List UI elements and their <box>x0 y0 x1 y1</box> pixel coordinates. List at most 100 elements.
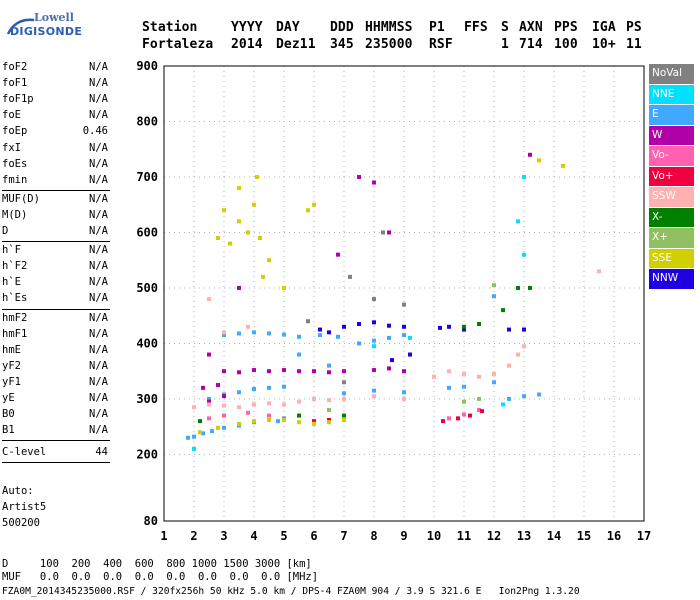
header-labels: Station YYYY DAY DDD HHMMSS P1 FFS S AXN… <box>142 20 642 215</box>
data-point <box>342 413 346 418</box>
data-point <box>327 363 331 368</box>
parameter-row: foEs N/A <box>2 157 110 171</box>
data-point <box>408 335 412 340</box>
parameter-value: N/A <box>89 93 108 106</box>
parameter-value: N/A <box>89 260 108 273</box>
data-point <box>267 369 271 374</box>
parameter-name: foF2 <box>2 61 28 73</box>
data-point <box>387 366 391 371</box>
data-point <box>222 208 226 213</box>
plot-frame <box>163 65 645 522</box>
data-point <box>237 285 241 290</box>
separator-line <box>2 440 110 442</box>
data-point <box>216 236 220 241</box>
data-point <box>447 324 451 329</box>
data-point <box>387 335 391 340</box>
data-point <box>342 396 346 401</box>
parameter-name: B1 <box>2 424 15 437</box>
parameter-row: fmin N/A <box>2 173 110 187</box>
header-value: 345 <box>330 37 354 52</box>
data-point <box>327 420 331 425</box>
parameter-row: hmF1 N/A <box>2 327 110 341</box>
parameter-row: foF1 N/A <box>2 76 110 90</box>
auto-line3: 500200 <box>2 517 40 529</box>
data-point <box>462 327 466 332</box>
data-point <box>327 418 331 423</box>
data-point <box>282 418 286 423</box>
header-value: RSF <box>429 37 453 52</box>
parameter-row: foF2 N/A <box>2 60 110 74</box>
x-tick-label: 17 <box>637 529 651 543</box>
data-point <box>237 421 241 426</box>
x-tick-label: 4 <box>250 529 257 543</box>
separator-line <box>2 462 110 464</box>
x-tick-label: 13 <box>517 529 531 543</box>
header-value: Fortaleza <box>142 37 214 52</box>
x-tick-label: 9 <box>400 529 407 543</box>
parameter-name: foEs <box>2 157 28 170</box>
data-point <box>201 431 205 436</box>
parameter-name: fxI <box>2 141 21 154</box>
data-point <box>522 394 526 399</box>
data-point <box>267 385 271 390</box>
parameter-row: h`F2 N/A <box>2 259 110 273</box>
distance-row: D 100 200 400 600 800 1000 1500 3000 [km… <box>2 558 312 570</box>
data-point <box>456 416 460 421</box>
data-point <box>282 368 286 373</box>
y-tick-label: 600 <box>136 225 158 239</box>
data-point <box>237 390 241 395</box>
parameter-value: N/A <box>89 359 108 372</box>
parameter-value: N/A <box>89 157 108 170</box>
legend-item: E <box>649 105 694 125</box>
data-point <box>447 416 451 421</box>
header-label: DAY <box>276 20 300 35</box>
header-label: HHMMSS <box>365 20 413 35</box>
color-legend: NoVal NNE E W Vo- Vo+ SSW X- X+ SSE NNW <box>649 64 694 290</box>
data-point <box>267 331 271 336</box>
legend-item: NNW <box>649 269 694 289</box>
data-point <box>207 402 211 407</box>
parameter-value: N/A <box>89 424 108 437</box>
legend-item: SSE <box>649 248 694 268</box>
logo-swoosh-icon <box>6 18 35 35</box>
header-label: IGA <box>592 20 616 35</box>
y-tick-label: 300 <box>136 392 158 406</box>
data-point <box>492 283 496 288</box>
header-label: PS <box>626 20 642 35</box>
parameter-row: yF2 N/A <box>2 359 110 373</box>
data-point <box>507 363 511 368</box>
parameter-value: N/A <box>89 173 108 186</box>
legend-item: SSW <box>649 187 694 207</box>
x-tick-label: 7 <box>340 529 347 543</box>
header-label: AXN <box>519 20 543 35</box>
data-point <box>207 396 211 401</box>
data-point <box>222 413 226 418</box>
x-tick-label: 11 <box>457 529 471 543</box>
parameter-value: N/A <box>89 327 108 340</box>
data-point <box>372 320 376 325</box>
data-point <box>267 413 271 418</box>
header-label: FFS <box>464 20 488 35</box>
legend-item: X- <box>649 207 694 227</box>
data-point <box>282 384 286 389</box>
footer-info: FZA0M_2014345235000.RSF / 320fx256h 50 k… <box>2 586 580 597</box>
data-point <box>402 390 406 395</box>
parameter-value: N/A <box>89 343 108 356</box>
data-point <box>372 297 376 302</box>
data-point <box>462 371 466 376</box>
data-point <box>216 383 220 388</box>
data-point <box>192 446 196 451</box>
parameter-name: h`Es <box>2 292 28 305</box>
data-point <box>282 332 286 337</box>
data-point <box>261 274 265 279</box>
data-point <box>372 394 376 399</box>
data-point <box>267 258 271 263</box>
data-point <box>228 241 232 246</box>
header-values: Fortaleza 2014 Dez11 345 235000 RSF 1 71… <box>142 37 642 232</box>
data-point <box>507 396 511 401</box>
header-label: Station <box>142 20 198 35</box>
data-point <box>198 419 202 424</box>
data-point <box>207 297 211 302</box>
header-label: DDD <box>330 20 354 35</box>
lowell-digisonde-logo: Lowell DIGISONDE <box>6 8 82 44</box>
